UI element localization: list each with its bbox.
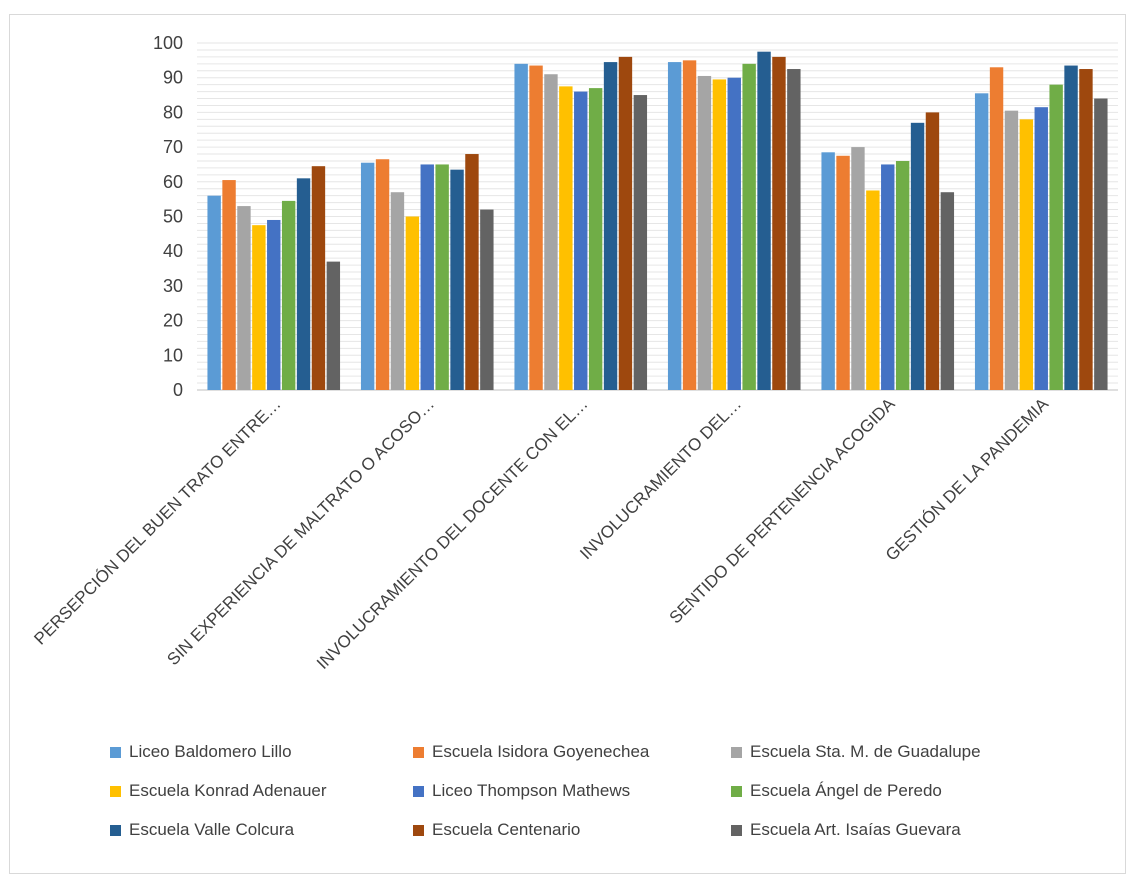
y-tick-label: 10 <box>163 345 183 365</box>
legend-swatch <box>110 746 121 758</box>
bar <box>851 147 865 390</box>
bar <box>667 62 682 391</box>
x-category-label: GESTIÓN DE LA PANDEMIA <box>882 394 1053 565</box>
bar <box>311 166 326 390</box>
bar <box>544 74 558 390</box>
legend-label: Escuela Art. Isaías Guevara <box>750 820 961 839</box>
legend-swatch <box>731 785 742 797</box>
bar <box>450 169 464 390</box>
legend-label: Liceo Baldomero Lillo <box>129 742 292 761</box>
y-tick-label: 20 <box>163 311 183 331</box>
bar <box>252 225 266 390</box>
legend-item: Escuela Centenario <box>413 818 580 842</box>
bar <box>267 219 281 390</box>
bar <box>633 95 648 391</box>
bar <box>1004 110 1019 390</box>
bar <box>480 209 494 390</box>
legend-label: Escuela Konrad Adenauer <box>129 781 327 800</box>
bar <box>390 192 405 390</box>
x-category-label: INVOLUCRAMIENTO DEL… <box>576 394 745 563</box>
bar <box>1064 65 1078 391</box>
bar <box>465 154 479 390</box>
y-tick-label: 60 <box>163 172 183 192</box>
bar <box>836 155 850 390</box>
legend-swatch <box>413 824 424 836</box>
bar <box>682 60 697 390</box>
bar <box>514 63 528 390</box>
bar <box>405 216 420 390</box>
legend-label: Escuela Ángel de Peredo <box>750 781 942 800</box>
legend-label: Liceo Thompson Mathews <box>432 781 631 800</box>
x-category-label: SIN EXPERIENCIA DE MALTRATO O ACOSO… <box>163 394 438 669</box>
bar <box>237 206 251 390</box>
bar <box>1034 107 1048 390</box>
bar <box>296 178 311 390</box>
legend-item: Escuela Ángel de Peredo <box>731 779 942 803</box>
bar <box>910 122 925 390</box>
bar <box>881 164 895 390</box>
bar <box>326 261 341 390</box>
bar <box>940 192 955 390</box>
bar <box>866 190 880 390</box>
y-tick-label: 30 <box>163 276 183 296</box>
bar <box>925 112 940 391</box>
legend-swatch <box>731 824 742 836</box>
bar <box>989 67 1004 390</box>
legend-label: Escuela Centenario <box>432 820 581 839</box>
bar <box>821 152 835 390</box>
bar <box>712 79 727 390</box>
legend-label: Escuela Sta. M. de Guadalupe <box>750 742 981 761</box>
bar <box>757 51 771 391</box>
bar <box>559 86 573 390</box>
bar <box>588 88 603 391</box>
bar <box>207 195 221 390</box>
bar <box>574 91 588 390</box>
y-tick-label: 50 <box>163 207 183 227</box>
bar <box>435 164 449 390</box>
bar <box>727 77 741 390</box>
legend-swatch <box>110 824 121 836</box>
legend-item: Liceo Baldomero Lillo <box>110 740 292 764</box>
legend-label: Escuela Valle Colcura <box>129 820 295 839</box>
legend-swatch <box>413 746 424 758</box>
bar <box>742 63 756 390</box>
legend-swatch <box>731 746 742 758</box>
y-tick-label: 40 <box>163 241 183 261</box>
bar <box>1079 69 1093 391</box>
bar <box>1019 119 1034 390</box>
legend-item: Escuela Isidora Goyenechea <box>413 740 649 764</box>
y-tick-label: 0 <box>173 380 183 400</box>
bar <box>772 56 786 390</box>
bar <box>974 93 989 390</box>
bar <box>222 180 236 390</box>
bar <box>895 160 910 390</box>
bar <box>529 65 543 391</box>
bar <box>420 164 434 390</box>
y-tick-label: 90 <box>163 68 183 88</box>
y-tick-label: 70 <box>163 137 183 157</box>
legend-item: Escuela Art. Isaías Guevara <box>731 818 961 842</box>
bar <box>281 200 296 390</box>
bar <box>697 75 712 390</box>
legend-label: Escuela Isidora Goyenechea <box>432 742 650 761</box>
legend-item: Escuela Valle Colcura <box>110 818 294 842</box>
legend-item: Escuela Konrad Adenauer <box>110 779 327 803</box>
y-tick-label: 100 <box>153 33 183 53</box>
bar <box>1094 98 1108 391</box>
legend-item: Escuela Sta. M. de Guadalupe <box>731 740 981 764</box>
bar <box>360 162 375 390</box>
bar <box>1049 84 1063 390</box>
bar <box>618 56 633 390</box>
legend-swatch <box>110 785 121 797</box>
x-category-label: INVOLUCRAMIENTO DEL DOCENTE CON EL… <box>313 394 592 673</box>
bar <box>375 159 390 390</box>
legend-item: Liceo Thompson Mathews <box>413 779 630 803</box>
y-tick-label: 80 <box>163 102 183 122</box>
bar <box>787 69 801 391</box>
legend-swatch <box>413 785 424 797</box>
bar <box>603 62 618 391</box>
x-category-label: PERSEPCIÓN DEL BUEN TRATO ENTRE… <box>30 394 284 648</box>
